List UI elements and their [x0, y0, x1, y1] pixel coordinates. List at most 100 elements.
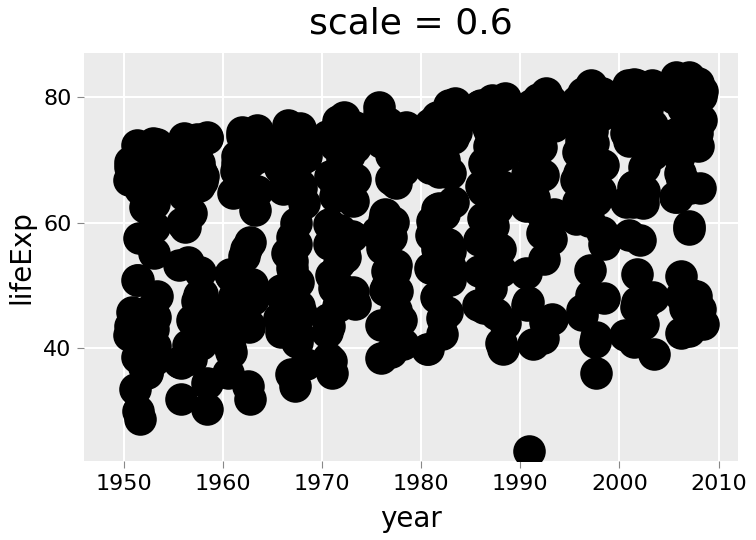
Point [494, 245, 506, 254]
Point [398, 130, 411, 138]
Point [274, 327, 287, 336]
X-axis label: year: year [380, 505, 442, 533]
Point [522, 144, 534, 153]
Point [485, 284, 497, 293]
Point [243, 322, 255, 331]
Point [277, 185, 289, 193]
Point [191, 134, 203, 143]
Point [628, 94, 640, 103]
Point [627, 79, 640, 88]
Point [528, 119, 541, 128]
Point [435, 330, 448, 339]
Point [323, 322, 335, 330]
Point [638, 102, 650, 110]
Point [292, 277, 304, 286]
Point [584, 265, 596, 274]
Point [243, 238, 256, 247]
Point [136, 325, 148, 333]
Point [185, 209, 197, 218]
Point [148, 199, 160, 207]
Point [132, 353, 144, 361]
Point [373, 103, 385, 112]
Point [150, 140, 163, 149]
Point [697, 320, 709, 329]
Point [173, 261, 185, 269]
Point [199, 313, 211, 321]
Point [243, 394, 256, 403]
Point [349, 143, 361, 151]
Point [522, 298, 534, 306]
Point [178, 191, 190, 200]
Point [300, 360, 312, 369]
Point [632, 93, 644, 102]
Point [531, 145, 544, 154]
Point [201, 379, 213, 387]
Point [299, 152, 311, 160]
Point [498, 116, 510, 125]
Point [297, 153, 309, 162]
Point [524, 180, 536, 188]
Point [231, 166, 243, 175]
Point [575, 135, 587, 144]
Point [621, 123, 634, 131]
Point [439, 125, 451, 133]
Point [684, 87, 696, 96]
Point [590, 196, 603, 205]
Point [647, 293, 659, 302]
Point [527, 109, 539, 118]
Point [421, 345, 433, 353]
Point [182, 257, 194, 266]
Point [222, 368, 234, 377]
Point [575, 306, 587, 315]
Point [535, 142, 547, 151]
Point [339, 253, 351, 261]
Point [648, 349, 660, 358]
Point [395, 141, 407, 150]
Point [274, 164, 287, 172]
Point [175, 394, 187, 403]
Point [392, 286, 404, 295]
Point [637, 163, 649, 172]
Point [131, 141, 143, 150]
Point [323, 239, 335, 248]
Point [244, 191, 256, 200]
Point [388, 138, 400, 147]
Point [290, 138, 302, 147]
Point [528, 118, 540, 126]
Point [345, 295, 358, 304]
Point [336, 132, 349, 141]
Point [332, 117, 344, 125]
Point [669, 193, 681, 202]
Point [499, 319, 511, 328]
Point [129, 168, 141, 177]
Point [224, 269, 236, 278]
Point [321, 132, 333, 141]
Point [172, 358, 184, 367]
Point [674, 168, 686, 177]
Point [178, 223, 191, 232]
Point [191, 335, 203, 344]
Point [668, 94, 680, 103]
Point [348, 288, 360, 296]
Point [388, 139, 400, 147]
Point [478, 304, 490, 313]
Point [194, 168, 206, 177]
Point [645, 94, 657, 103]
Point [336, 154, 348, 163]
Point [647, 89, 659, 98]
Point [483, 125, 495, 134]
Point [671, 72, 683, 81]
Point [590, 369, 602, 377]
Point [126, 166, 138, 174]
Point [622, 231, 634, 240]
Point [132, 275, 144, 284]
Point [196, 289, 208, 298]
Point [540, 97, 552, 106]
Point [150, 161, 162, 170]
Point [340, 143, 352, 152]
Point [395, 134, 407, 143]
Point [627, 183, 639, 192]
Point [338, 248, 350, 257]
Point [491, 140, 503, 149]
Point [223, 329, 235, 338]
